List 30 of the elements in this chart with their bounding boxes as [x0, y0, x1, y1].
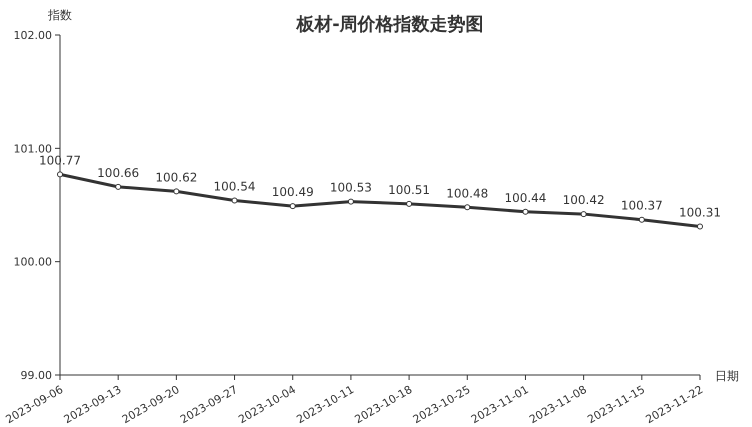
point: [232, 197, 238, 204]
data-label: 100.31: [679, 206, 721, 220]
data-label: 100.66: [97, 166, 140, 180]
point: [57, 171, 63, 178]
data-label: 100.62: [155, 170, 198, 184]
point: [522, 208, 528, 215]
data-label: 100.42: [562, 193, 605, 208]
point: [464, 204, 470, 210]
x-axis-title: 日期: [715, 369, 739, 383]
point: [406, 200, 412, 207]
point: [173, 188, 180, 194]
data-label: 100.54: [214, 179, 256, 194]
data-label: 100.51: [388, 182, 430, 197]
chart-title: 板材-周价格指数走势图: [295, 14, 484, 35]
data-label: 100.37: [620, 198, 663, 213]
point: [348, 198, 354, 205]
y-tick-label: 102.00: [14, 29, 52, 42]
point: [697, 224, 703, 230]
point: [290, 203, 296, 210]
point: [115, 184, 122, 190]
point: [638, 216, 645, 223]
data-label: 100.49: [272, 185, 314, 200]
data-label: 100.53: [330, 180, 372, 195]
y-tick-label: 101.00: [14, 142, 52, 156]
point: [580, 211, 587, 218]
y-tick-label: 99.00: [20, 369, 52, 382]
data-label: 100.48: [446, 186, 488, 200]
data-label: 100.44: [504, 190, 546, 205]
y-axis-title: 指数: [47, 8, 72, 22]
y-tick-label: 100.00: [14, 256, 52, 269]
